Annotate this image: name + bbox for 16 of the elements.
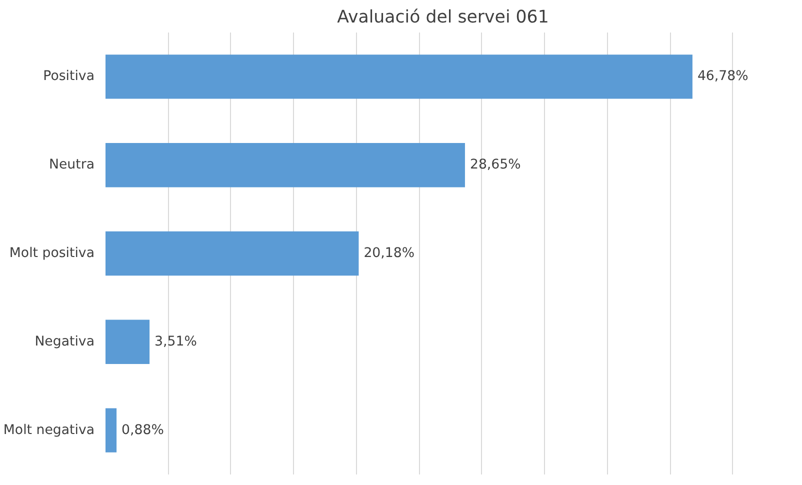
- y-tick-label: Negativa: [34, 334, 95, 350]
- bar: [106, 408, 117, 452]
- bar: [106, 54, 692, 99]
- data-label: 28,65%: [470, 158, 521, 173]
- data-label: 3,51%: [154, 334, 197, 350]
- y-tick-label: Molt positiva: [9, 246, 95, 261]
- bar: [106, 320, 150, 364]
- y-tick-label: Positiva: [43, 69, 95, 84]
- bar: [106, 231, 359, 276]
- data-label: 20,18%: [364, 246, 415, 261]
- data-label: 46,78%: [697, 69, 748, 84]
- data-label: 0,88%: [122, 422, 164, 438]
- y-tick-label: Molt negativa: [3, 422, 94, 438]
- y-tick-label: Neutra: [49, 158, 95, 173]
- bar: [106, 143, 465, 188]
- chart-title: Avaluació del servei 061: [337, 8, 549, 28]
